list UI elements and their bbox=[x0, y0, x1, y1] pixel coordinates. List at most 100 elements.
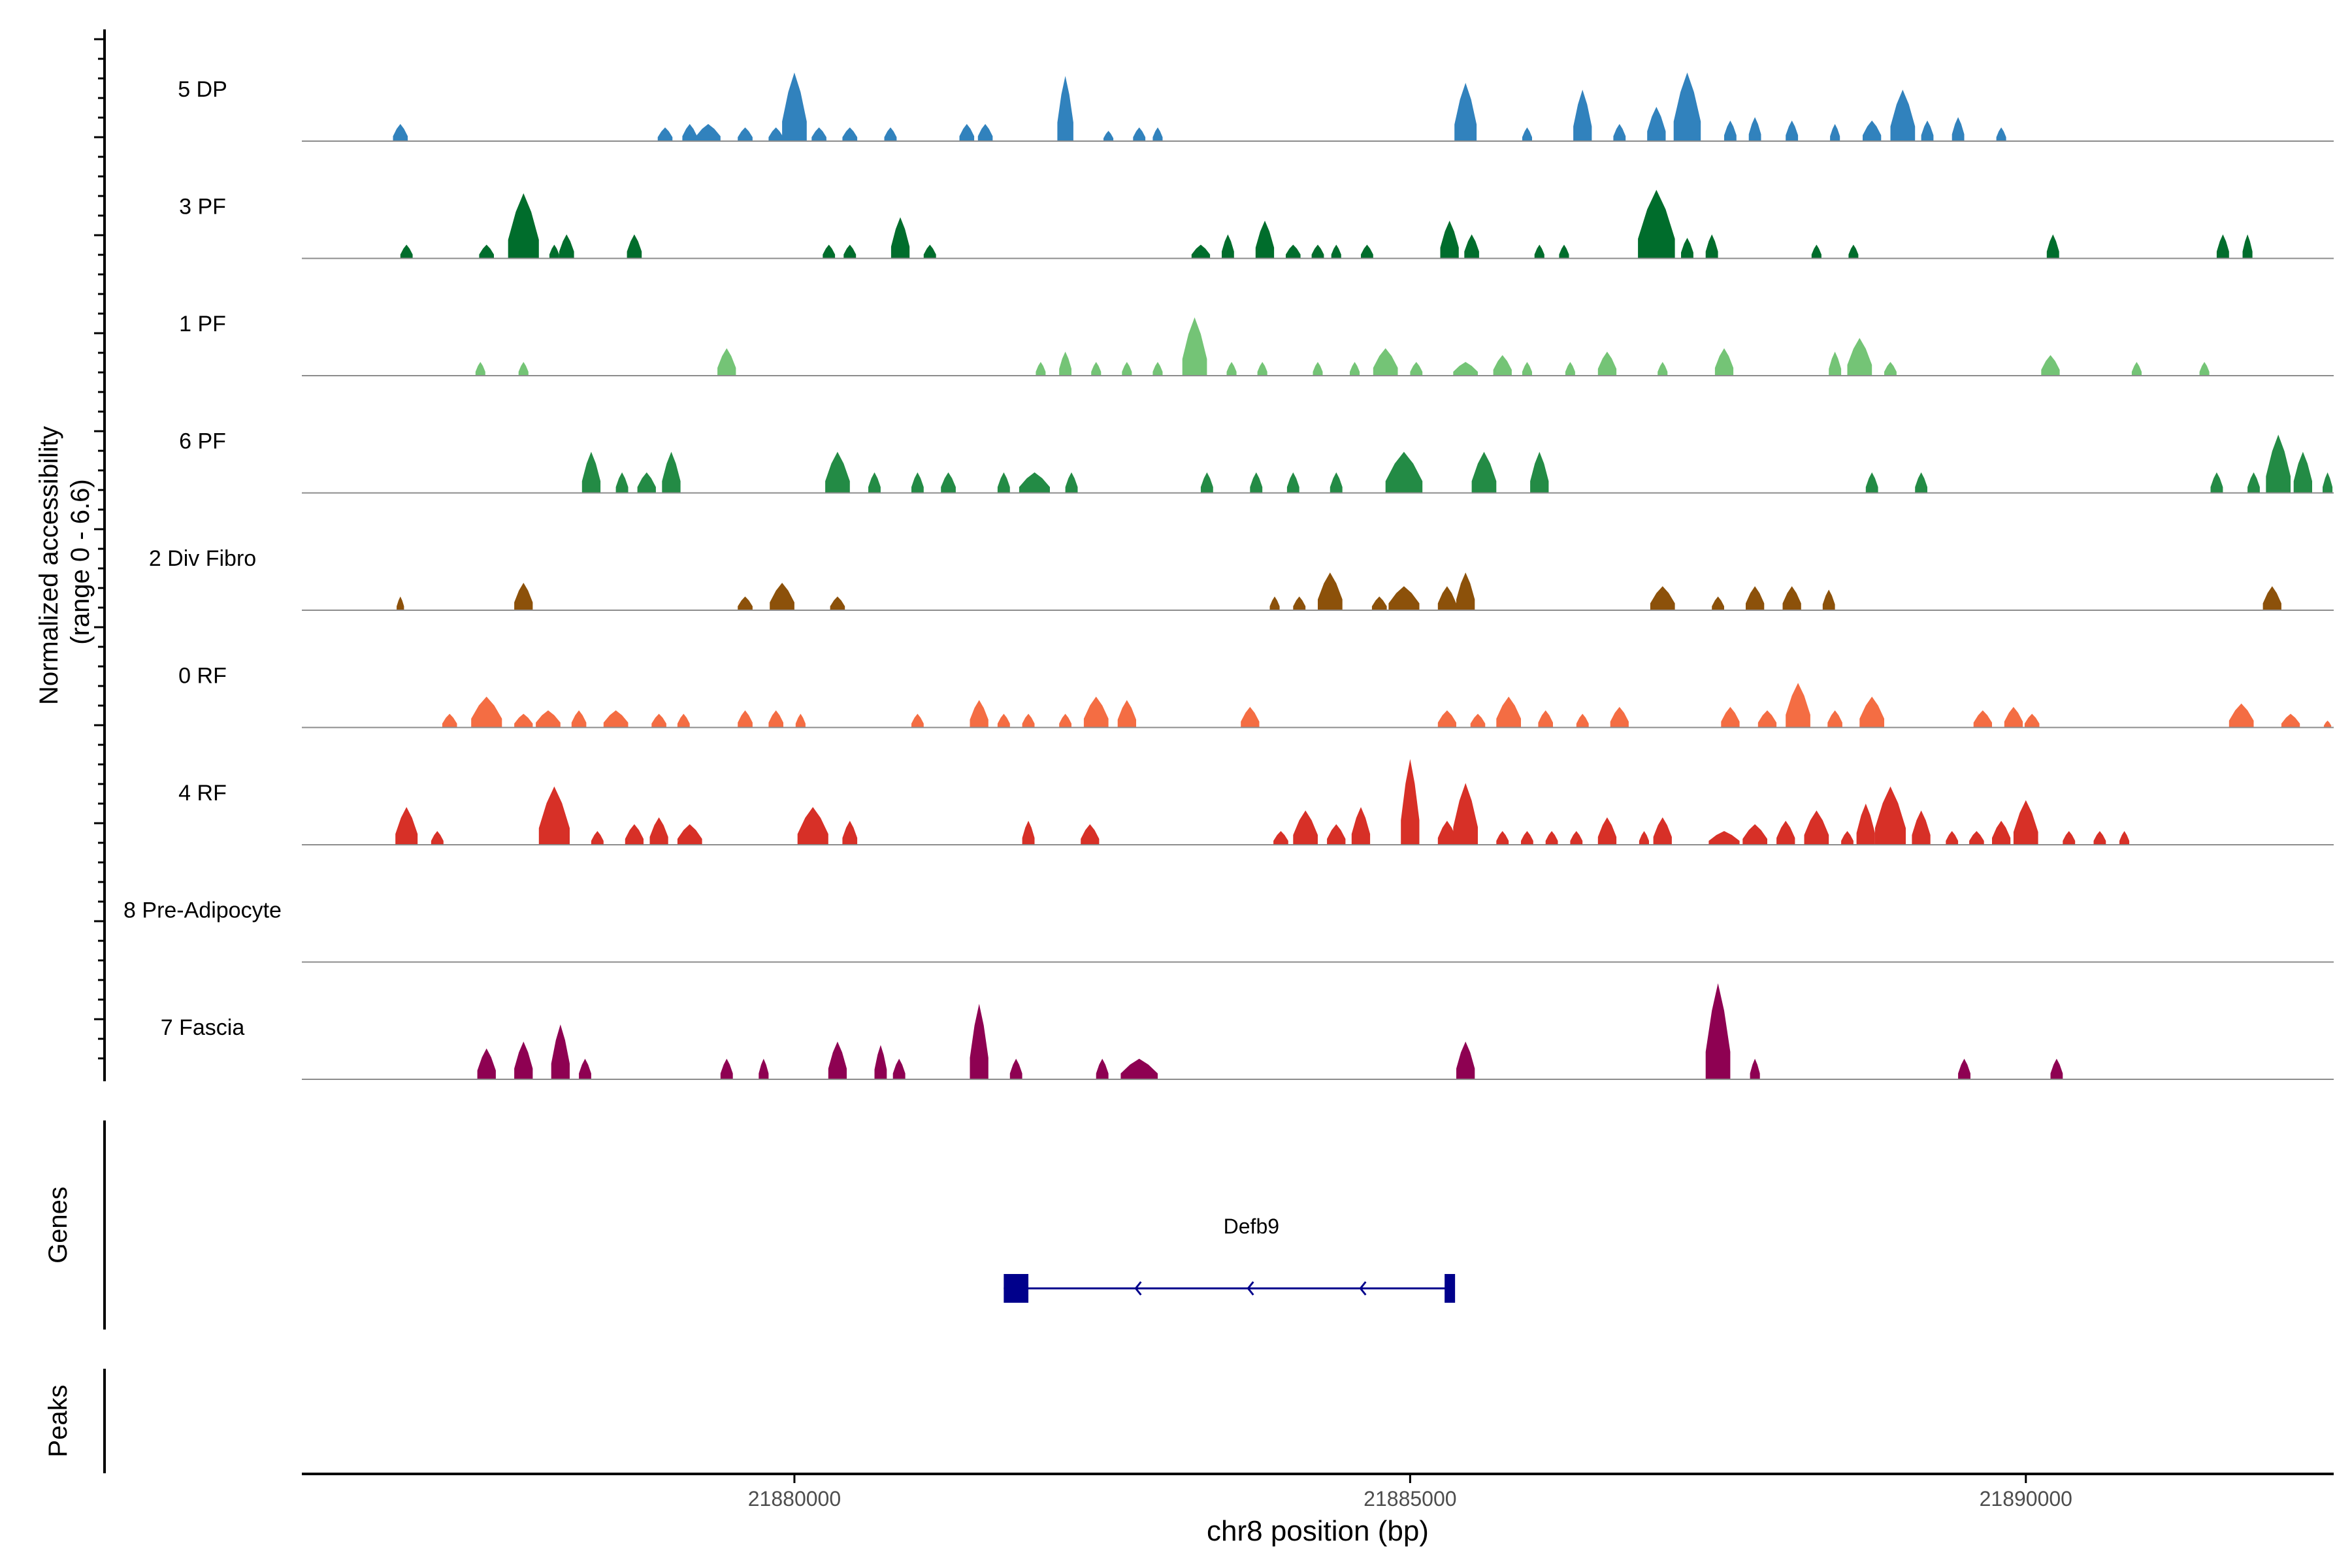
coverage-peak bbox=[615, 472, 629, 493]
coverage-peak bbox=[651, 713, 666, 728]
coverage-peak bbox=[1453, 362, 1478, 376]
coverage-peak bbox=[1456, 1041, 1475, 1079]
coverage-peak bbox=[2281, 713, 2300, 728]
coverage-peak bbox=[2216, 234, 2229, 259]
coverage-peak bbox=[1597, 351, 1617, 376]
coverage-peak bbox=[397, 596, 404, 610]
coverage-peak bbox=[395, 807, 418, 845]
coverage-peak bbox=[830, 596, 845, 610]
gene-defb9: Defb9 bbox=[1004, 1215, 1456, 1303]
coverage-peak bbox=[1884, 362, 1897, 376]
coverage-peak bbox=[2046, 234, 2059, 259]
coverage-peak bbox=[1456, 572, 1475, 610]
coverage-peak bbox=[1440, 220, 1459, 259]
coverage-peak bbox=[1786, 683, 1810, 728]
coverage-peak bbox=[1293, 596, 1306, 610]
genes-panel-label: Genes bbox=[44, 1186, 73, 1264]
coverage-peak bbox=[662, 451, 681, 493]
coverage-peak bbox=[1437, 710, 1456, 728]
coverage-peak bbox=[2024, 713, 2040, 728]
coverage-peak bbox=[2063, 831, 2076, 845]
coverage-peak bbox=[1493, 355, 1512, 376]
coverage-peak bbox=[1522, 362, 1532, 376]
coverage-peak bbox=[1786, 120, 1799, 141]
coverage-peak bbox=[1848, 244, 1859, 259]
coverage-peak bbox=[1714, 348, 1734, 376]
coverage-peak bbox=[1022, 713, 1035, 728]
track-3: 6 PF bbox=[179, 429, 2334, 494]
coverage-peak bbox=[1464, 234, 1479, 259]
coverage-peak bbox=[1829, 351, 1842, 376]
coverage-y-label: Normalized accessibility (range 0 - 6.6) bbox=[35, 419, 95, 705]
track-label: 8 Pre-Adipocyte bbox=[123, 898, 282, 923]
coverage-peak bbox=[1019, 472, 1050, 493]
x-axis: 21880000 21885000 21890000 chr8 position (… bbox=[302, 1473, 2334, 1547]
coverage-peak bbox=[2093, 831, 2106, 845]
coverage-peak bbox=[2210, 472, 2223, 493]
coverage-peak bbox=[1912, 810, 1931, 845]
coverage-peak bbox=[768, 710, 783, 728]
coverage-peak bbox=[1496, 831, 1509, 845]
genes-panel: Genes Defb9 bbox=[44, 1120, 1456, 1330]
coverage-peak bbox=[1530, 451, 1549, 493]
coverage-peak bbox=[1200, 472, 1213, 493]
gene-strand-arrow bbox=[1134, 1281, 1142, 1296]
coverage-peak bbox=[1065, 472, 1078, 493]
coverage-peak bbox=[1059, 351, 1071, 376]
coverage-peak bbox=[1083, 696, 1109, 728]
coverage-peak bbox=[1705, 983, 1731, 1079]
coverage-peak bbox=[1721, 707, 1740, 728]
coverage-peak bbox=[1705, 234, 1718, 259]
gene-exon bbox=[1445, 1274, 1456, 1303]
coverage-peak bbox=[720, 1058, 733, 1079]
coverage-peak bbox=[1318, 572, 1343, 610]
coverage-peak bbox=[1350, 362, 1360, 376]
coverage-peak bbox=[1454, 82, 1477, 141]
coverage-peak bbox=[1996, 127, 2006, 141]
coverage-peak bbox=[1757, 710, 1777, 728]
coverage-peak bbox=[627, 234, 642, 259]
coverage-peak bbox=[1521, 831, 1533, 845]
coverage-peak bbox=[1863, 120, 1882, 141]
coverage-peak bbox=[1673, 73, 1701, 141]
coverage-peak bbox=[782, 73, 807, 141]
coverage-peak bbox=[1385, 451, 1423, 493]
coverage-peak bbox=[1152, 362, 1163, 376]
coverage-peak bbox=[1036, 362, 1046, 376]
coverage-peak bbox=[431, 831, 444, 845]
coverage-peak bbox=[959, 123, 975, 141]
coverage-peak bbox=[2013, 800, 2038, 845]
coverage-peak bbox=[2199, 362, 2210, 376]
gene-strand-arrow bbox=[1359, 1281, 1367, 1296]
coverage-peak bbox=[1874, 786, 1906, 845]
coverage-peak bbox=[1865, 472, 1878, 493]
coverage-peak bbox=[1410, 362, 1423, 376]
coverage-peak bbox=[1437, 821, 1456, 845]
coverage-peak bbox=[1573, 90, 1592, 141]
coverage-peak bbox=[2247, 472, 2260, 493]
track-0: 5 DP bbox=[178, 73, 2334, 142]
coverage-peak bbox=[696, 123, 721, 141]
coverage-peak bbox=[508, 193, 539, 259]
coverage-peak bbox=[911, 472, 924, 493]
x-tick-label: 21885000 bbox=[1364, 1487, 1456, 1511]
track-6: 4 RF bbox=[178, 759, 2334, 845]
coverage-peak bbox=[923, 244, 936, 259]
coverage-peak bbox=[1388, 586, 1420, 610]
coverage-peak bbox=[603, 710, 629, 728]
coverage-peak bbox=[2323, 721, 2332, 728]
coverage-peak bbox=[1992, 821, 2011, 845]
coverage-peak bbox=[1361, 244, 1373, 259]
coverage-peak bbox=[1748, 117, 1761, 141]
coverage-peak bbox=[874, 1045, 887, 1079]
coverage-peak bbox=[1152, 127, 1163, 141]
coverage-peak bbox=[1091, 362, 1102, 376]
track-label: 5 DP bbox=[178, 77, 227, 102]
coverage-peak bbox=[1286, 472, 1299, 493]
coverage-peak bbox=[1496, 696, 1521, 728]
coverage-peak bbox=[1708, 831, 1740, 845]
coverage-peak bbox=[2242, 234, 2253, 259]
coverage-peak bbox=[1293, 810, 1318, 845]
coverage-peak bbox=[1373, 348, 1398, 376]
coverage-peak bbox=[1122, 362, 1132, 376]
